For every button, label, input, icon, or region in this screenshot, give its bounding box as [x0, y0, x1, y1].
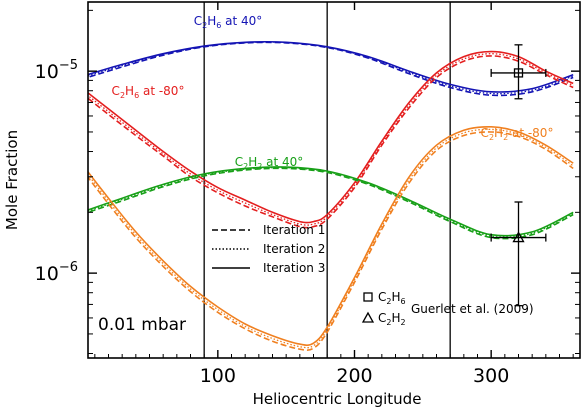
y-tick-label: 10−5	[35, 58, 78, 83]
series-label-c2h2-40: C2H2 at 40°	[235, 155, 304, 171]
y-axis-title: Mole Fraction	[3, 130, 21, 230]
line-c2h2-40-iteration-1	[88, 167, 574, 240]
square-marker	[513, 68, 524, 78]
observation-obs-c2h2	[490, 201, 547, 307]
line-c2h6-m80-iteration-3	[88, 50, 574, 224]
series-label-c2h6-m80: C2H6 at -80°	[112, 84, 185, 100]
legend-source: Guerlet et al. (2009)	[411, 302, 534, 316]
line-c2h6-40-iteration-1	[88, 41, 574, 97]
pressure-label: 0.01 mbar	[98, 315, 186, 335]
legend-triangle-marker	[361, 311, 375, 323]
x-axis-title: Heliocentric Longitude	[253, 390, 422, 408]
line-c2h2-m80-iteration-3	[88, 125, 574, 346]
line-c2h2-m80-iteration-1	[88, 131, 574, 351]
x-tick-label-300: 300	[473, 365, 509, 387]
line-c2h6-m80-iteration-1	[88, 55, 574, 229]
line-c2h2-m80-iteration-2	[88, 128, 574, 349]
legend-label-dashed: Iteration 1	[263, 223, 325, 237]
triangle-marker	[512, 231, 525, 243]
legend-c2h2-label: C2H2	[378, 311, 406, 327]
observation-obs-c2h6	[490, 44, 547, 100]
plot-frame	[87, 1, 581, 359]
series-label-c2h2-m80: C2H2 at -80°	[481, 126, 554, 142]
legend-label-dotted: Iteration 2	[263, 242, 325, 256]
legend-iterations: Iteration 1 Iteration 2 Iteration 3	[212, 223, 325, 275]
plot-clip-group	[88, 2, 574, 358]
x-tick-label-200: 200	[336, 365, 372, 387]
line-c2h6-40-iteration-3	[88, 40, 574, 93]
legend-c2h6-label: C2H6	[378, 290, 406, 306]
legend-observations: C2H6 C2H2 Guerlet et al. (2009)	[361, 290, 534, 327]
x-tick-label-100: 100	[200, 365, 236, 387]
axes: 100 200 300 10−5 10−6 Heliocentric Longitude M…	[3, 1, 581, 408]
plot-area: C2H6 at 40° C2H6 at -80° C2H2 at 40° C2H2 a…	[88, 2, 574, 358]
legend-square-marker	[363, 292, 373, 302]
legend-label-solid: Iteration 3	[263, 261, 325, 275]
series-label-c2h6-40: C2H6 at 40°	[194, 14, 263, 30]
line-c2h6-m80-iteration-2	[88, 53, 574, 226]
y-tick-label: 10−6	[35, 260, 78, 285]
